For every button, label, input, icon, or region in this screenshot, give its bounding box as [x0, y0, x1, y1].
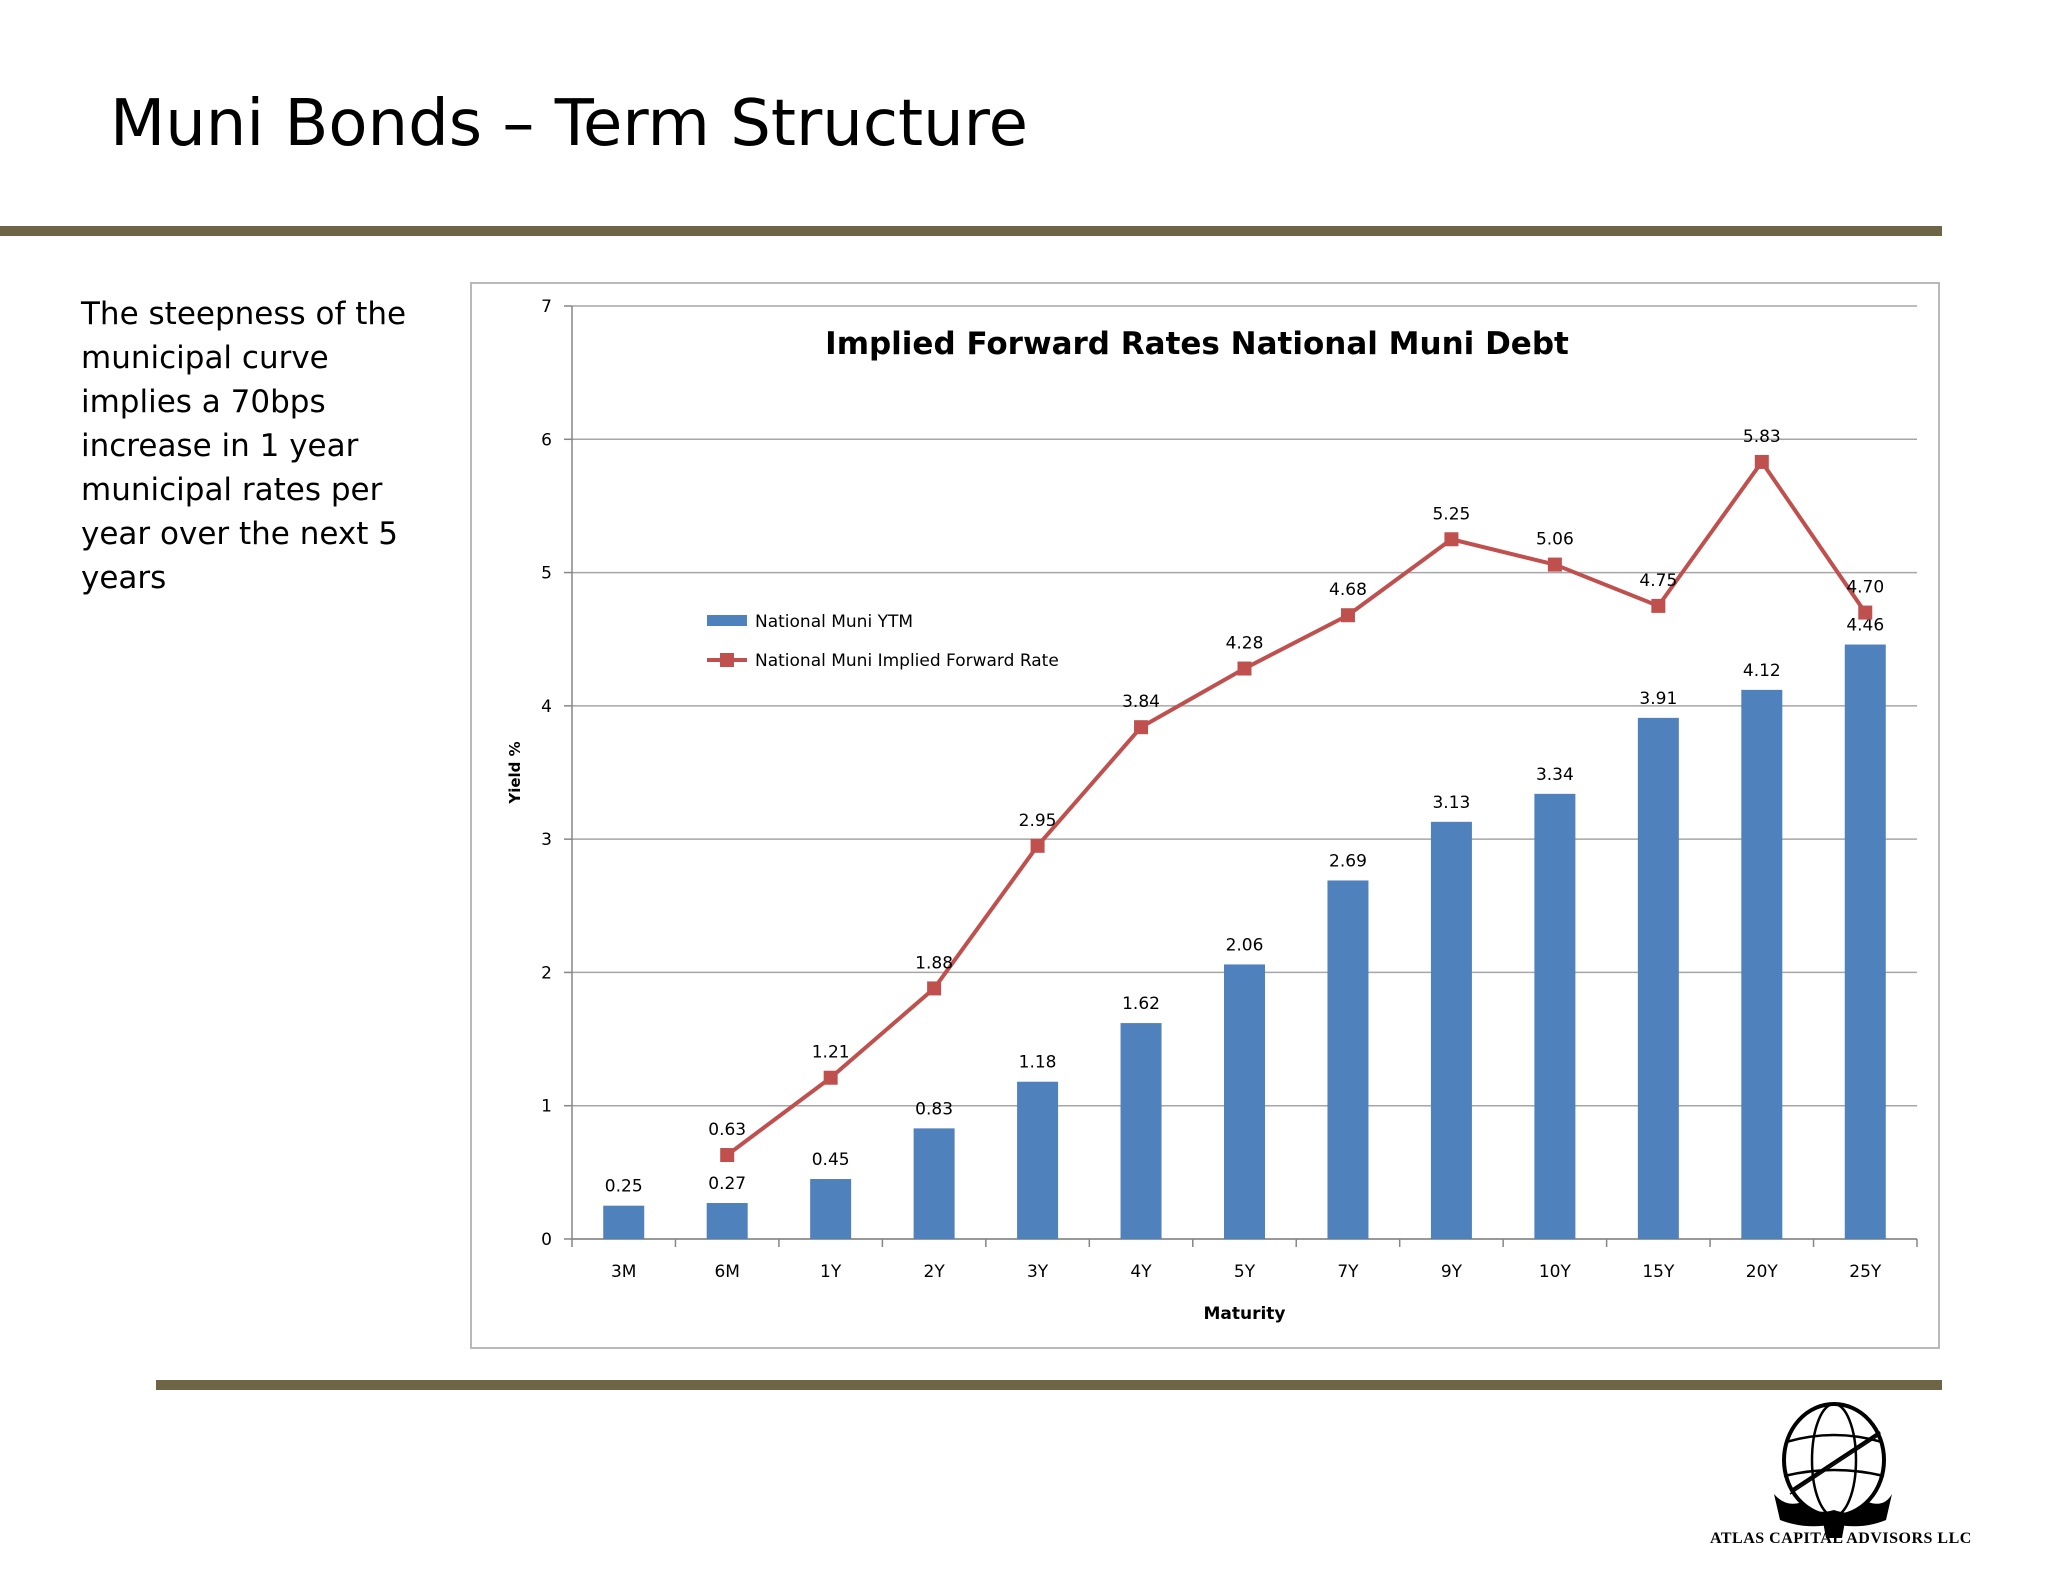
line-data-label: 2.95	[1019, 811, 1057, 831]
y-tick-label: 7	[541, 297, 552, 317]
bar-data-label: 0.83	[915, 1099, 953, 1119]
line-data-label: 5.83	[1743, 427, 1781, 447]
forward-rate-marker	[1858, 605, 1873, 620]
bar-data-label: 3.91	[1639, 689, 1677, 709]
forward-rates-chart: 0 1 2 3 4 5 6 7 3M 6M 1Y 2Y 3Y 4Y 5Y 7Y 9Y 10Y 15Y 20Y 25Y Im…	[506, 297, 1918, 1324]
bar-data-label: 0.25	[605, 1177, 643, 1197]
bar-ytm	[1844, 644, 1886, 1239]
y-tick-label: 2	[541, 963, 552, 983]
x-tick-label: 5Y	[1234, 1262, 1256, 1282]
x-tick-label: 6M	[714, 1262, 739, 1282]
y-axis-label: Yield %	[506, 741, 524, 804]
line-data-label: 0.63	[708, 1120, 746, 1140]
forward-rate-marker	[927, 981, 942, 996]
bar-data-label: 1.18	[1019, 1053, 1057, 1073]
bar-data-label: 2.06	[1226, 935, 1264, 955]
forward-rate-marker	[1340, 608, 1355, 623]
forward-rate-marker	[1651, 598, 1666, 613]
line-data-label: 4.68	[1329, 580, 1367, 600]
chart-frame: 0 1 2 3 4 5 6 7 3M 6M 1Y 2Y 3Y 4Y 5Y 7Y 9Y 10Y 15Y 20Y 25Y Im…	[470, 282, 1940, 1349]
x-tick-label: 1Y	[820, 1262, 842, 1282]
bar-data-label: 0.45	[812, 1150, 850, 1170]
x-tick-label: 3Y	[1027, 1262, 1049, 1282]
bar-data-label: 3.34	[1536, 765, 1574, 785]
x-tick-label: 3M	[611, 1262, 636, 1282]
y-tick-label: 6	[541, 430, 552, 450]
commentary-text: The steepness of the municipal curve imp…	[81, 296, 407, 596]
bar-data-label: 3.13	[1432, 793, 1470, 813]
bar-ytm	[1637, 717, 1679, 1239]
line-data-label: 4.70	[1846, 578, 1884, 598]
forward-rate-marker	[1547, 557, 1562, 572]
y-tick-label: 5	[541, 564, 552, 584]
legend-label-forward: National Muni Implied Forward Rate	[755, 651, 1059, 671]
bar-ytm	[1017, 1081, 1059, 1239]
forward-rate-marker	[1754, 454, 1769, 469]
bar-ytm	[810, 1179, 852, 1239]
line-data-label: 4.28	[1226, 634, 1264, 654]
company-name: ATLAS CAPITAL ADVISORS LLC	[1710, 1530, 1972, 1547]
bottom-divider	[156, 1380, 1942, 1390]
forward-rate-line	[725, 459, 1867, 1157]
x-tick-label: 25Y	[1849, 1262, 1882, 1282]
y-tick-label: 3	[541, 830, 552, 850]
bar-ytm	[1327, 880, 1369, 1239]
forward-rate-marker	[823, 1070, 838, 1085]
bar-ytm	[1534, 793, 1576, 1239]
bar-data-label: 4.12	[1743, 661, 1781, 681]
bar-ytm	[1430, 821, 1472, 1239]
bar-data-label: 2.69	[1329, 851, 1367, 871]
x-axis-label: Maturity	[1203, 1304, 1285, 1324]
forward-rate-marker	[720, 1148, 735, 1163]
bar-ytm	[913, 1128, 955, 1239]
forward-rate-marker	[1030, 838, 1045, 853]
line-data-label: 3.84	[1122, 692, 1160, 712]
x-tick-label: 4Y	[1130, 1262, 1152, 1282]
page-title: Muni Bonds – Term Structure	[110, 87, 1028, 161]
forward-rate-marker	[1444, 532, 1459, 547]
line-data-label: 1.21	[812, 1043, 850, 1063]
y-tick-label: 0	[541, 1230, 552, 1250]
line-data-label: 5.06	[1536, 530, 1574, 550]
atlas-globe-logo	[1774, 1402, 1892, 1538]
bar-ytm	[603, 1205, 645, 1239]
top-divider	[0, 226, 1942, 236]
bar-data-label: 0.27	[708, 1174, 746, 1194]
x-tick-label: 20Y	[1746, 1262, 1779, 1282]
x-tick-label: 10Y	[1539, 1262, 1572, 1282]
x-tick-label: 7Y	[1337, 1262, 1359, 1282]
x-tick-label: 9Y	[1441, 1262, 1463, 1282]
chart-title: Implied Forward Rates National Muni Debt	[825, 326, 1569, 362]
bar-data-label: 1.62	[1122, 994, 1160, 1014]
line-data-label: 5.25	[1432, 504, 1470, 524]
legend-swatch-ytm	[707, 615, 747, 626]
y-tick-label: 4	[541, 697, 552, 717]
line-data-label: 1.88	[915, 953, 953, 973]
bar-ytm	[1120, 1023, 1162, 1239]
bar-ytm	[1741, 689, 1783, 1239]
line-data-label: 4.75	[1639, 571, 1677, 591]
bar-ytm	[706, 1203, 748, 1239]
forward-rate-marker	[1134, 720, 1149, 735]
legend-label-ytm: National Muni YTM	[755, 612, 913, 632]
x-tick-label: 15Y	[1642, 1262, 1675, 1282]
y-tick-label: 1	[541, 1097, 552, 1117]
bar-data-label: 4.46	[1846, 616, 1884, 636]
forward-rate-marker	[1237, 661, 1252, 676]
legend-marker-forward	[720, 653, 734, 667]
x-tick-label: 2Y	[924, 1262, 946, 1282]
bar-ytm	[1224, 964, 1265, 1239]
